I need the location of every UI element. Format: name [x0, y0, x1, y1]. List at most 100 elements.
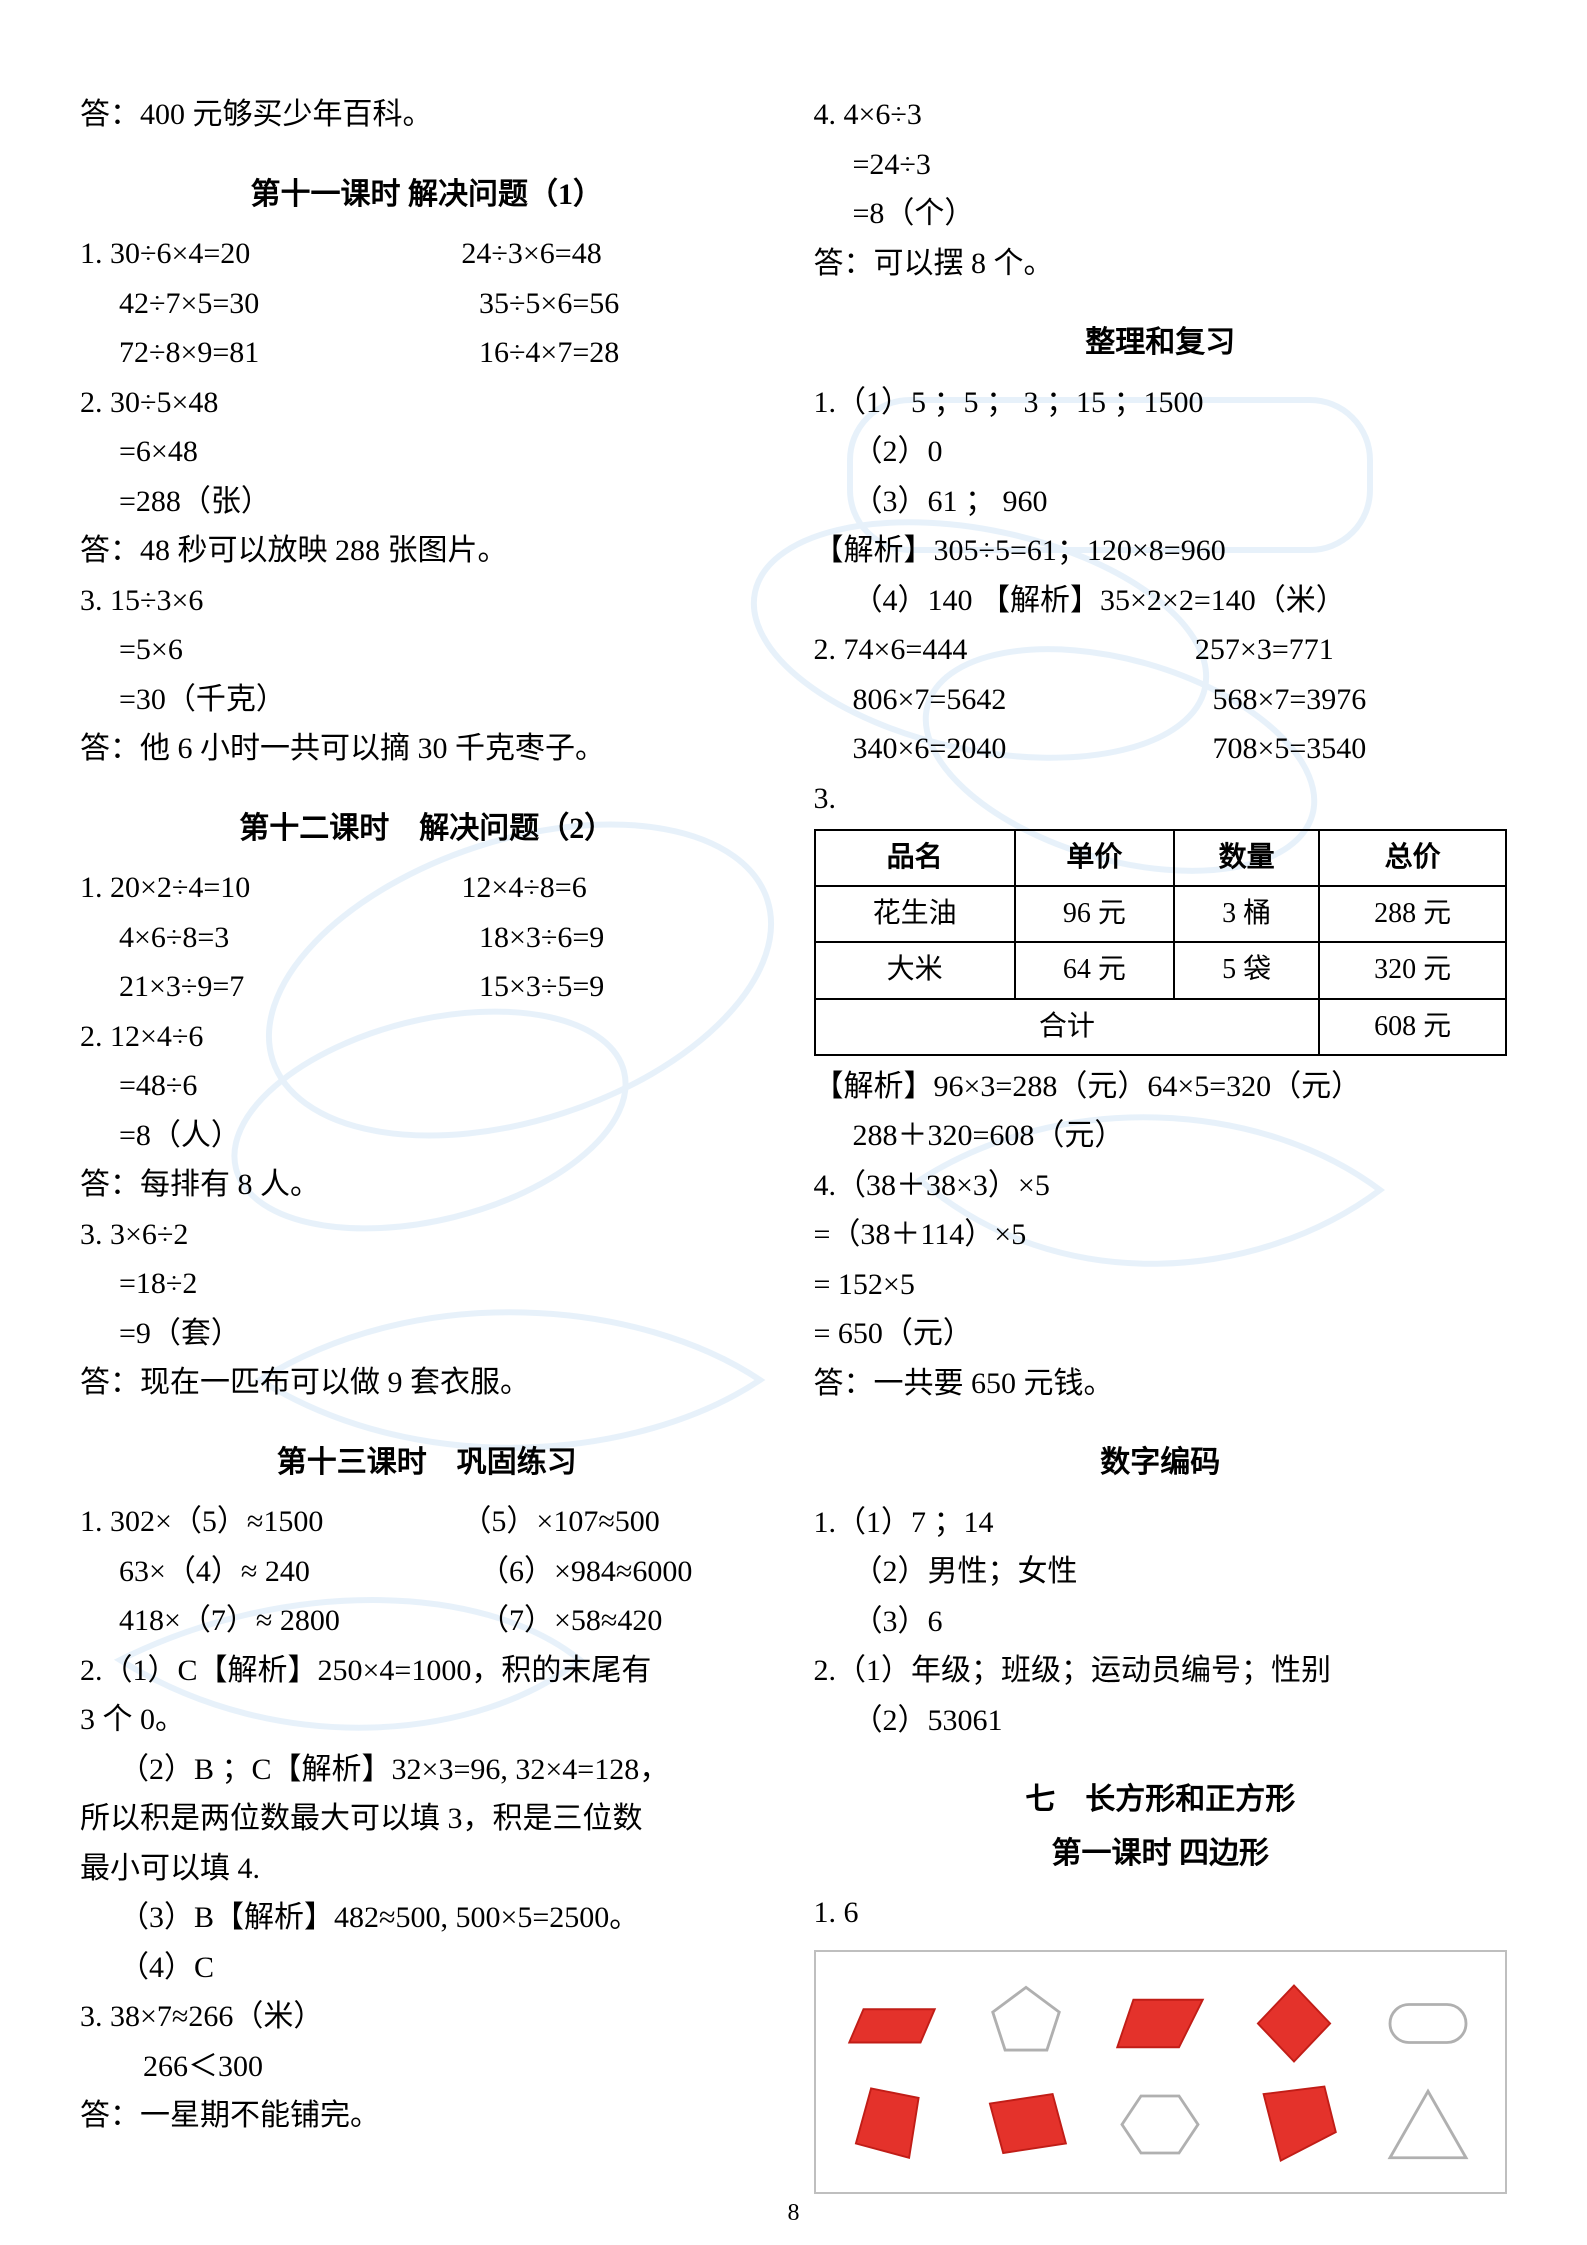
rv-q1-3x: 【解析】305÷5=61；120×8=960: [814, 526, 1508, 576]
digits-l2: （2）男性；女性: [814, 1547, 1508, 1597]
rv-q1-2: （2）0: [814, 427, 1508, 477]
s11-q2-l0: 2. 30÷5×48: [80, 378, 774, 428]
s12-q2-l2: =8（人）: [80, 1111, 774, 1161]
rv-q3-label: 3.: [814, 774, 1508, 824]
shape-trapezoid-icon: [1105, 1976, 1215, 2071]
table-row: 花生油 96 元 3 桶 288 元: [815, 886, 1507, 942]
digits-l4: 2.（1）年级；班级；运动员编号；性别: [814, 1646, 1508, 1696]
s13-q2-3: （3）B【解析】482≈500, 500×5=2500。: [80, 1893, 774, 1943]
s13-q2-2b: 所以积是两位数最大可以填 3，积是三位数: [80, 1794, 774, 1844]
rv-q4-l2: = 152×5: [814, 1260, 1508, 1310]
total-value: 608 元: [1319, 999, 1506, 1055]
s13-q2-4: （4）C: [80, 1943, 774, 1993]
expr: 2. 74×6=444: [814, 625, 1195, 675]
s13-q1-r1: 63×（4）≈ 240（6）×984≈6000: [80, 1547, 774, 1597]
page-number: 8: [788, 2200, 800, 2227]
s12-q3-l1: =18÷2: [80, 1259, 774, 1309]
table-header-row: 品名 单价 数量 总价: [815, 830, 1507, 886]
digits-l1: 1.（1）7 ；14: [814, 1498, 1508, 1548]
expr: 257×3=771: [1195, 625, 1507, 675]
s12-q2-l0: 2. 12×4÷6: [80, 1012, 774, 1062]
rv-q1-1: 1.（1）5 ；5 ； 3 ；15 ；1500: [814, 378, 1508, 428]
expr: （6）×984≈6000: [479, 1547, 774, 1597]
s12-q3-ans: 答：现在一匹布可以做 9 套衣服。: [80, 1358, 774, 1408]
rv-q4-l3: = 650（元）: [814, 1309, 1508, 1359]
s13-q1-r0: 1. 302×（5）≈1500（5）×107≈500: [80, 1497, 774, 1547]
expr: 1. 30÷6×4=20: [80, 229, 461, 279]
cell: 96 元: [1015, 886, 1174, 942]
expr: 1. 20×2÷4=10: [80, 863, 461, 913]
chapter7-sub: 第一课时 四边形: [814, 1829, 1508, 1879]
rv-q4-ans: 答：一共要 650 元钱。: [814, 1359, 1508, 1409]
rv-q1-4: （4）140 【解析】35×2×2=140（米）: [814, 576, 1508, 626]
digits-l5: （2）53061: [814, 1696, 1508, 1746]
rv-q2-r1: 806×7=5642568×7=3976: [814, 675, 1508, 725]
two-column-layout: 答：400 元够买少年百科。 第十一课时 解决问题（1） 1. 30÷6×4=2…: [80, 90, 1507, 2205]
cell: 花生油: [815, 886, 1015, 942]
top-answer: 答：400 元够买少年百科。: [80, 90, 774, 140]
s12-q1-r1: 4×6÷8=318×3÷6=9: [80, 913, 774, 963]
s12-q1-r2: 21×3÷9=715×3÷5=9: [80, 962, 774, 1012]
expr: 63×（4）≈ 240: [119, 1547, 479, 1597]
shapes-box: [814, 1950, 1508, 2194]
expr: 4×6÷8=3: [119, 913, 479, 963]
shapes-row: [826, 1976, 1496, 2071]
cell: 5 袋: [1174, 942, 1319, 998]
s12-q1-r0: 1. 20×2÷4=1012×4÷8=6: [80, 863, 774, 913]
expr: 708×5=3540: [1212, 724, 1507, 774]
expr: 72÷8×9=81: [119, 328, 479, 378]
rv-q1-3: （3）61 ； 960: [814, 477, 1508, 527]
shape-pentagon-icon: [971, 1976, 1081, 2071]
rv-q4-l0: 4.（38＋38×3）×5: [814, 1161, 1508, 1211]
cell: 3 桶: [1174, 886, 1319, 942]
s13-q3-ans: 答：一星期不能铺完。: [80, 2091, 774, 2141]
shape-hexagon-icon: [1105, 2077, 1215, 2172]
s13-q1-r2: 418×（7）≈ 2800（7）×58≈420: [80, 1596, 774, 1646]
shape-stadium-icon: [1373, 1976, 1483, 2071]
expr: 568×7=3976: [1212, 675, 1507, 725]
expr: 418×（7）≈ 2800: [119, 1596, 479, 1646]
r-q4-l2: =8（个）: [814, 189, 1508, 239]
rv-q3xb: 288＋320=608（元）: [814, 1111, 1508, 1161]
s11-q3-l2: =30（千克）: [80, 675, 774, 725]
expr: 35÷5×6=56: [479, 279, 774, 329]
s11-q1-r1: 42÷7×5=3035÷5×6=56: [80, 279, 774, 329]
th-total: 总价: [1319, 830, 1506, 886]
rv-q2-r2: 340×6=2040708×5=3540: [814, 724, 1508, 774]
shape-triangle-icon: [1373, 2077, 1483, 2172]
s11-q3-l0: 3. 15÷3×6: [80, 576, 774, 626]
s13-q2-2c: 最小可以填 4.: [80, 1844, 774, 1894]
s11-title: 第十一课时 解决问题（1）: [80, 170, 774, 220]
expr: 1. 302×（5）≈1500: [80, 1497, 461, 1547]
expr: 340×6=2040: [853, 724, 1213, 774]
digits-l3: （3）6: [814, 1597, 1508, 1647]
table-row: 大米 64 元 5 袋 320 元: [815, 942, 1507, 998]
s13-title: 第十三课时 巩固练习: [80, 1438, 774, 1488]
shape-parallelogram2-icon: [971, 2077, 1081, 2172]
s11-q1-r0: 1. 30÷6×4=2024÷3×6=48: [80, 229, 774, 279]
expr: 18×3÷6=9: [479, 913, 774, 963]
s11-q3-ans: 答：他 6 小时一共可以摘 30 千克枣子。: [80, 724, 774, 774]
r-q4-l1: =24÷3: [814, 140, 1508, 190]
s12-q2-l1: =48÷6: [80, 1061, 774, 1111]
s13-q2-1b: 3 个 0。: [80, 1695, 774, 1745]
s13-q3b: 266＜300: [80, 2042, 774, 2092]
expr: 16÷4×7=28: [479, 328, 774, 378]
shape-rhombus-icon: [1239, 1976, 1349, 2071]
s12-q2-ans: 答：每排有 8 人。: [80, 1160, 774, 1210]
s11-q2-l2: =288（张）: [80, 477, 774, 527]
s12-q3-l2: =9（套）: [80, 1309, 774, 1359]
shapes-row: [826, 2077, 1496, 2172]
s12-q3-l0: 3. 3×6÷2: [80, 1210, 774, 1260]
expr: 12×4÷8=6: [461, 863, 773, 913]
expr: 42÷7×5=30: [119, 279, 479, 329]
cell: 288 元: [1319, 886, 1506, 942]
shape-quad-irregular-icon: [837, 2077, 947, 2172]
expr: 24÷3×6=48: [461, 229, 773, 279]
total-label: 合计: [815, 999, 1320, 1055]
s13-q2-1: 2.（1）C【解析】250×4=1000，积的末尾有: [80, 1646, 774, 1696]
cell: 64 元: [1015, 942, 1174, 998]
expr: 21×3÷9=7: [119, 962, 479, 1012]
right-column: 4. 4×6÷3 =24÷3 =8（个） 答：可以摆 8 个。 整理和复习 1.…: [814, 90, 1508, 2205]
s13-q2-2a: （2）B ；C【解析】32×3=96, 32×4=128，: [80, 1745, 774, 1795]
